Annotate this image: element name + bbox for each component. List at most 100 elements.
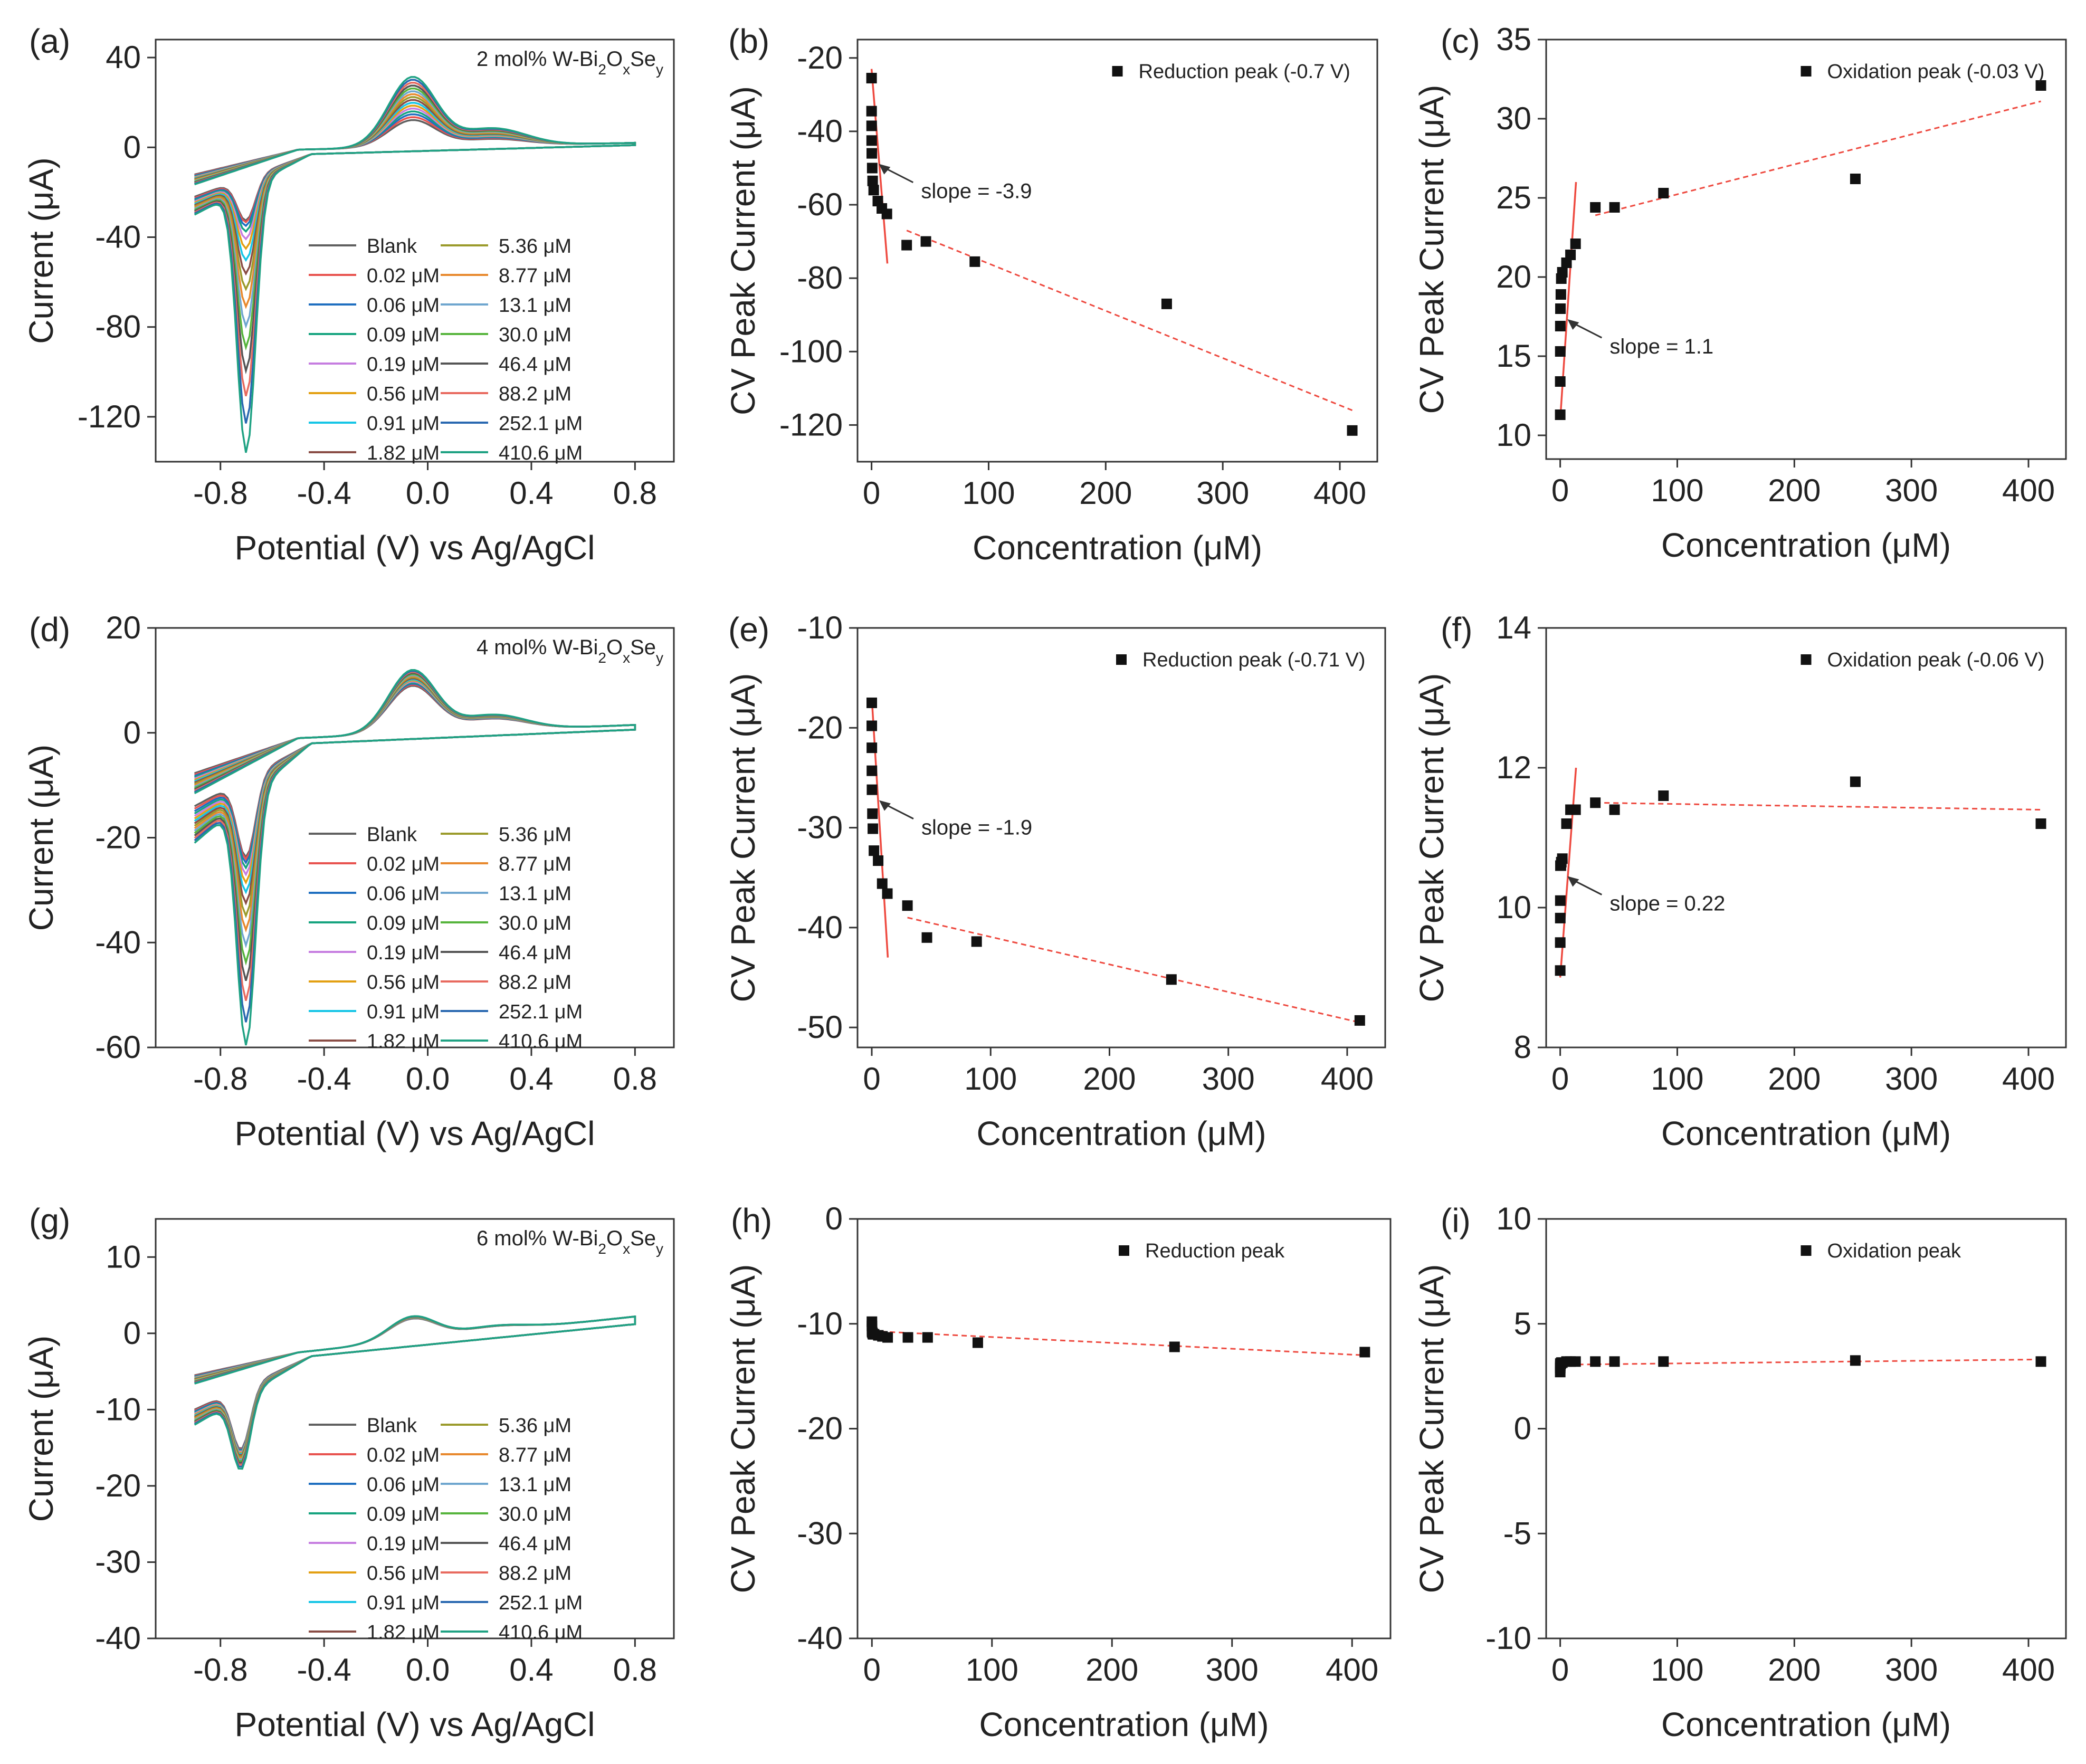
data-point	[1555, 937, 1566, 948]
x-axis-label: Concentration (μM)	[976, 1114, 1266, 1152]
slope-arrowhead	[879, 800, 891, 811]
subscript: 2	[598, 1241, 606, 1257]
data-point	[1555, 409, 1566, 420]
data-point	[921, 932, 932, 943]
annotation-text: O	[606, 636, 623, 659]
x-tick-label: -0.4	[297, 475, 351, 511]
y-axis-label: CV Peak Current (μA)	[1413, 85, 1451, 414]
subscript: 2	[598, 650, 606, 666]
data-point	[1555, 303, 1566, 314]
x-tick-label: 0	[863, 475, 880, 511]
legend-label: 5.36 μM	[499, 235, 571, 258]
legend-label: 0.91 μM	[367, 1592, 440, 1614]
data-point	[866, 163, 878, 174]
subscript: x	[623, 61, 630, 78]
x-tick-label: 200	[1085, 1652, 1138, 1687]
x-axis-label: Concentration (μM)	[1661, 526, 1951, 564]
subscript: y	[656, 61, 663, 78]
material-annotation: 6 mol% W-Bi2OxSey	[477, 1227, 663, 1257]
y-tick-label: -20	[95, 820, 141, 855]
x-tick-label: 300	[1206, 1652, 1259, 1687]
data-point	[922, 1332, 933, 1343]
legend-label: 0.91 μM	[367, 1001, 440, 1023]
data-point	[901, 240, 912, 251]
cv-curve	[194, 669, 636, 1046]
y-tick-label: -60	[797, 187, 843, 222]
y-tick-label: -5	[1503, 1515, 1531, 1551]
y-tick-label: 40	[106, 40, 141, 75]
y-tick-label: -10	[797, 1306, 843, 1341]
legend-label: 8.77 μM	[499, 853, 571, 875]
data-point	[882, 1332, 893, 1343]
panel-label: (h)	[731, 1202, 772, 1239]
data-point	[2035, 80, 2046, 91]
x-tick-label: -0.8	[193, 475, 247, 511]
panel-label: (f)	[1441, 611, 1472, 649]
data-point	[867, 175, 878, 186]
y-tick-label: 0	[123, 129, 141, 165]
plot-frame	[1545, 627, 2067, 1048]
annotation-text: 4 mol% W-Bi	[477, 636, 598, 659]
y-tick-label: -60	[95, 1029, 141, 1065]
x-axis-label: Concentration (μM)	[1661, 1705, 1951, 1743]
slope-arrowhead	[1567, 876, 1579, 887]
subscript: 2	[598, 61, 606, 78]
data-point	[1609, 804, 1620, 815]
data-point	[969, 256, 980, 267]
plot-frame	[856, 1218, 1392, 1639]
legend-label: 0.09 μM	[367, 324, 440, 346]
panel-c: 0 100 200 300 400 10 15 20 25 30 35 Concentration (…	[1413, 22, 2067, 564]
legend-label: 46.4 μM	[499, 1533, 571, 1555]
cv-curve	[194, 670, 636, 1023]
data-point	[1166, 974, 1177, 985]
x-tick-label: 300	[1196, 475, 1249, 511]
y-tick-label: 35	[1496, 22, 1531, 57]
slope-label: slope = -3.9	[921, 180, 1032, 203]
annotation-text: Se	[630, 636, 656, 659]
legend-marker	[1801, 654, 1812, 665]
legend-label: Reduction peak	[1145, 1240, 1285, 1262]
legend-label: 30.0 μM	[499, 324, 571, 346]
y-axis-label: Current (μA)	[22, 157, 60, 344]
plot-frame	[856, 39, 1378, 463]
x-axis-label: Concentration (μM)	[1661, 1114, 1951, 1152]
data-point	[866, 135, 877, 146]
data-point	[1850, 174, 1861, 184]
x-tick-label: 0.0	[406, 1652, 450, 1687]
subscript: y	[656, 650, 663, 666]
legend-label: Oxidation peak	[1827, 1240, 1961, 1262]
data-point	[1658, 1356, 1669, 1367]
x-tick-label: 0	[1551, 1652, 1569, 1687]
y-tick-label: 5	[1514, 1306, 1531, 1341]
fit-line-steep	[870, 69, 889, 264]
y-tick-label: -20	[797, 40, 843, 75]
panel-d: -0.8 -0.4 0.0 0.4 0.8 20 0 -20 -40 -60 Potential (…	[22, 610, 675, 1152]
legend-label: Blank	[367, 1415, 417, 1437]
x-tick-label: 200	[1768, 473, 1821, 508]
panel-h: 0 100 200 300 400 0 -10 -20 -30 -40 Concentration …	[724, 1201, 1392, 1743]
y-tick-label: -120	[78, 399, 141, 434]
y-tick-label: -20	[797, 710, 843, 745]
cv-curve	[194, 76, 636, 453]
panel-i: 0 100 200 300 400 10 5 0 -5 -10 Concentration (μM)…	[1413, 1201, 2067, 1743]
x-tick-label: 0.8	[613, 475, 657, 511]
legend-label: 0.19 μM	[367, 354, 440, 376]
data-point	[1161, 298, 1172, 309]
legend-label: 0.02 μM	[367, 1444, 440, 1466]
data-point	[1169, 1341, 1180, 1352]
annotation-text: O	[606, 47, 623, 71]
x-tick-label: -0.8	[193, 1061, 247, 1096]
y-tick-label: -50	[797, 1009, 843, 1045]
fit-line-steep	[871, 698, 889, 958]
legend-marker	[1801, 66, 1812, 77]
x-axis-label: Concentration (μM)	[973, 529, 1262, 567]
x-tick-label: 400	[1326, 1652, 1378, 1687]
x-tick-label: 200	[1079, 475, 1132, 511]
legend-label: 88.2 μM	[499, 1562, 571, 1585]
y-tick-label: -10	[1485, 1620, 1531, 1656]
x-tick-label: 0.8	[613, 1061, 657, 1096]
y-tick-label: -80	[797, 260, 843, 295]
plot-frame	[155, 39, 675, 463]
y-tick-label: -30	[797, 1515, 843, 1551]
data-point	[920, 236, 931, 247]
